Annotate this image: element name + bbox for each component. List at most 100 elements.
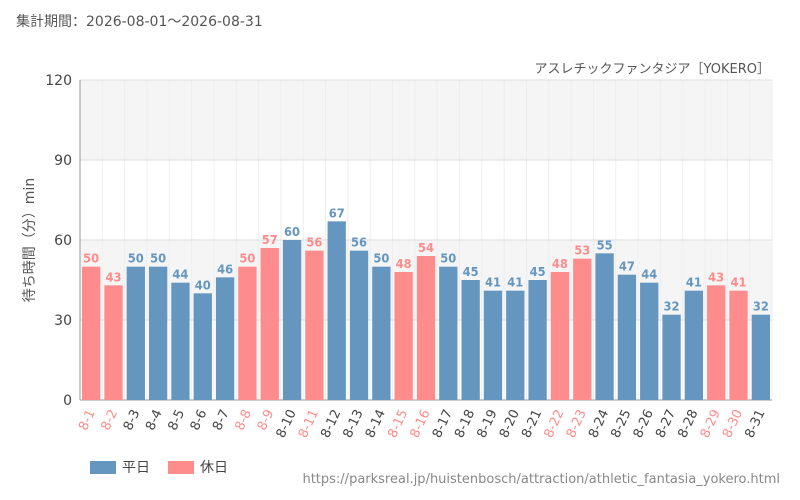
bar — [729, 290, 748, 400]
bar — [461, 280, 480, 400]
x-tick-label: 8-9 — [255, 407, 278, 433]
value-label: 48 — [396, 257, 412, 271]
x-tick-label: 8-24 — [586, 407, 612, 440]
x-tick-label: 8-25 — [608, 407, 634, 440]
value-label: 40 — [195, 278, 211, 292]
legend-weekday-label: 平日 — [122, 460, 150, 476]
bar — [550, 272, 570, 400]
bar — [528, 280, 547, 400]
value-label: 56 — [351, 236, 367, 250]
value-label: 54 — [418, 241, 435, 255]
bar — [171, 282, 190, 400]
y-tick-label: 30 — [54, 313, 72, 329]
x-tick-label: 8-1 — [76, 407, 99, 433]
chart-subtitle: アスレチックファンタジア［YOKERO］ — [534, 62, 770, 77]
bar — [416, 256, 436, 400]
x-tick-label: 8-6 — [188, 407, 211, 433]
x-tick-label: 8-31 — [742, 407, 768, 440]
value-label: 32 — [753, 300, 769, 314]
bar — [215, 277, 235, 400]
bar — [439, 266, 458, 400]
x-tick-label: 8-22 — [541, 407, 567, 440]
background-band — [80, 80, 772, 160]
x-tick-label: 8-23 — [564, 407, 590, 440]
value-label: 32 — [664, 300, 680, 314]
legend-holiday: 休日 — [168, 457, 228, 477]
bars — [82, 221, 770, 400]
value-label: 44 — [172, 268, 189, 282]
value-label: 50 — [239, 252, 255, 266]
bar — [327, 221, 346, 400]
bar — [372, 266, 391, 400]
value-label: 41 — [485, 276, 501, 290]
x-tick-label: 8-2 — [99, 407, 122, 433]
bar — [640, 282, 659, 400]
y-tick-label: 90 — [54, 153, 72, 169]
value-label: 50 — [83, 252, 99, 266]
x-tick-label: 8-26 — [631, 407, 657, 440]
x-tick-label: 8-21 — [519, 407, 545, 440]
value-label: 41 — [686, 276, 702, 290]
x-tick-label: 8-13 — [341, 407, 367, 440]
value-label: 43 — [708, 270, 724, 284]
x-tick-label: 8-14 — [363, 407, 389, 440]
x-tick-labels: 8-1 8-2 8-3 8-4 8-5 8-6 8-7 8-8 8-98-108-118-128… — [76, 407, 768, 440]
legend-weekday: 平日 — [90, 457, 150, 477]
bar — [148, 266, 168, 400]
value-label: 55 — [597, 238, 613, 252]
x-tick-label: 8-19 — [475, 407, 501, 440]
x-tick-label: 8-4 — [143, 407, 166, 433]
x-tick-label: 8-30 — [720, 407, 746, 440]
value-label: 41 — [731, 276, 747, 290]
source-url: https://parksreal.jp/huistenbosch/attrac… — [302, 472, 780, 487]
background-band — [80, 160, 772, 240]
y-tick-label: 60 — [54, 233, 72, 249]
value-label: 67 — [329, 206, 345, 220]
value-label: 45 — [530, 265, 546, 279]
value-label: 43 — [105, 270, 121, 284]
bar — [617, 274, 637, 400]
y-tick-labels: 0 30 60 90 120 — [45, 73, 72, 409]
legend-weekday-swatch — [90, 460, 116, 474]
bar — [483, 290, 503, 400]
x-tick-label: 8-5 — [166, 407, 189, 433]
legend: 平日 休日 — [90, 457, 246, 477]
value-label: 57 — [262, 233, 278, 247]
bar — [260, 248, 279, 400]
value-label: 50 — [373, 252, 389, 266]
legend-holiday-swatch — [168, 460, 194, 474]
bar — [751, 314, 770, 400]
x-tick-label: 8-20 — [497, 407, 523, 440]
value-label: 45 — [463, 265, 479, 279]
period-label: 集計期間：2026-08-01～2026-08-31 — [16, 14, 263, 30]
y-axis-label: 待ち時間（分）min — [22, 178, 38, 302]
bar — [573, 258, 592, 400]
value-label: 50 — [150, 252, 166, 266]
bar — [82, 266, 101, 400]
bar — [662, 314, 681, 400]
x-tick-label: 8-29 — [698, 407, 724, 440]
bar — [595, 253, 614, 400]
bar — [707, 285, 726, 400]
x-tick-label: 8-7 — [210, 407, 233, 433]
x-tick-label: 8-17 — [430, 407, 456, 440]
x-tick-label: 8-27 — [653, 407, 679, 440]
bar — [104, 285, 123, 400]
value-labels: 50 43 50 50 44 40 46 50 57 60 56 67 56 50 48 54 50 45 41 41… — [83, 206, 769, 313]
x-tick-label: 8-15 — [385, 407, 411, 440]
x-tick-label: 8-10 — [274, 407, 300, 440]
legend-holiday-label: 休日 — [200, 460, 228, 476]
x-tick-label: 8-16 — [408, 407, 434, 440]
x-tick-label: 8-8 — [232, 407, 255, 433]
x-tick-label: 8-12 — [318, 407, 344, 440]
value-label: 46 — [217, 262, 233, 276]
x-tick-label: 8-3 — [121, 407, 144, 433]
bar — [349, 250, 369, 400]
bar — [238, 266, 257, 400]
value-label: 50 — [440, 252, 456, 266]
bar — [394, 272, 413, 400]
grid-lines — [79, 79, 773, 401]
bar — [282, 240, 302, 400]
value-label: 53 — [574, 244, 590, 258]
